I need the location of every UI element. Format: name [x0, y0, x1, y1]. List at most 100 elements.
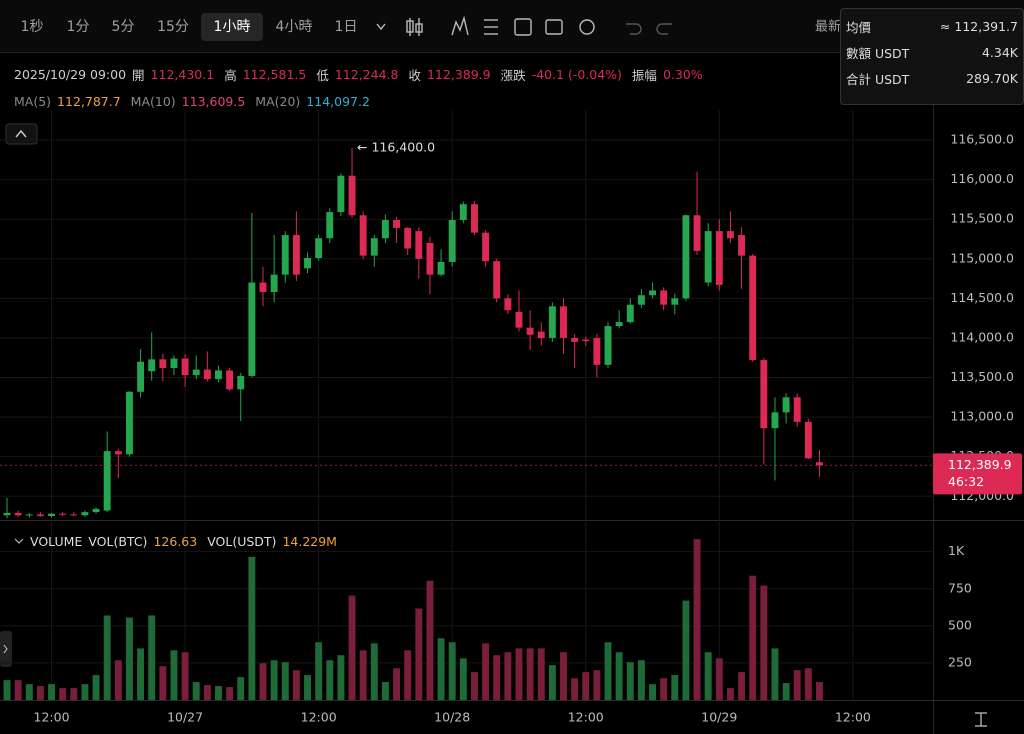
candle-body [760, 360, 768, 429]
indicator-icon[interactable] [451, 15, 469, 36]
volume-collapse[interactable] [14, 537, 24, 545]
volume-bar [415, 608, 423, 700]
interval-button[interactable]: 1日 [335, 19, 358, 35]
candle-body [504, 298, 512, 311]
settings-icon[interactable] [579, 19, 595, 35]
ma-value: 112,787.7 [57, 93, 121, 109]
candle-body [226, 370, 234, 390]
candle-type-icon[interactable] [406, 18, 423, 36]
tooltip-value: 289.70K [966, 70, 1018, 86]
volume-bar [771, 648, 779, 700]
candle-body [548, 306, 556, 338]
tooltip-value: 4.34K [981, 44, 1018, 60]
volume-bar [493, 655, 501, 700]
y-tick-label: 113,500.0 [950, 369, 1014, 384]
volume-bar [593, 670, 601, 700]
candle-body [148, 359, 156, 372]
info-label: 高 [224, 67, 237, 83]
candle-body [326, 212, 334, 239]
drawing-icon[interactable] [514, 18, 532, 36]
countdown-label: 46:32 [948, 474, 984, 489]
candle-body [560, 306, 567, 338]
volume-bar [3, 680, 11, 700]
candle-body [459, 204, 467, 221]
interval-button[interactable]: 1小時 [214, 19, 251, 35]
volume-bar [125, 617, 133, 700]
volume-bar [248, 556, 256, 700]
candle-body [137, 361, 145, 392]
volume-bar [326, 660, 334, 700]
y-tick-label: 114,000.0 [950, 329, 1014, 344]
volume-bar [471, 672, 478, 700]
candle-body [170, 358, 178, 369]
last-price-box [933, 453, 1022, 495]
interval-button[interactable]: 15分 [157, 19, 189, 35]
candle-body [615, 322, 623, 327]
volume-bar [281, 662, 289, 700]
volume-bar [404, 650, 412, 700]
candle-body [59, 513, 67, 515]
candle-body [626, 304, 634, 323]
candle-body [415, 231, 423, 259]
interval-dropdown[interactable] [376, 23, 386, 31]
volume-bar [615, 652, 623, 700]
volume-bar [148, 615, 156, 700]
volume-bar [292, 670, 300, 700]
settings-list-icon[interactable] [484, 19, 498, 35]
candle-body [738, 235, 746, 256]
candle-body [370, 238, 378, 256]
tooltip-label: 數額 USDT [846, 45, 910, 61]
volume-bar [215, 686, 222, 700]
side-tab[interactable] [0, 631, 12, 667]
volume-bar [192, 682, 200, 700]
x-tick-label: 12:00 [34, 710, 70, 725]
interval-button[interactable]: 4小時 [276, 19, 313, 35]
side-tab-icon [3, 644, 8, 654]
collapse-button[interactable] [5, 123, 38, 145]
volume-bar [170, 650, 178, 700]
volume-bar [337, 655, 345, 700]
candle-body [482, 232, 490, 262]
candle-body [192, 369, 200, 376]
volume-bar [81, 684, 89, 700]
undo-redo[interactable] [626, 23, 672, 35]
interval-button[interactable]: 1分 [67, 19, 90, 35]
volume-bar [804, 668, 812, 700]
candle-body [304, 258, 311, 269]
volume-bar [370, 643, 378, 700]
candle-body [515, 311, 523, 328]
candle-body [637, 295, 645, 305]
ma-label: MA(10) [130, 93, 176, 109]
volume-bar [448, 642, 456, 700]
y-tick-label: 116,500.0 [950, 132, 1014, 147]
interval-button[interactable]: 1秒 [21, 19, 44, 35]
interval-button[interactable]: 5分 [112, 19, 135, 35]
tooltip-row: 合計 USDT 289.70K [846, 65, 1018, 91]
legend-value: 126.63 [153, 533, 198, 549]
volume-bar [816, 682, 823, 700]
ohlc-info: 2025/10/29 09:00 開 112,430.1 高 112,581.5 低 112… [14, 66, 707, 83]
candle-body [259, 282, 267, 293]
template-icon[interactable] [545, 19, 563, 35]
candle-body [804, 421, 812, 459]
candle-body [582, 339, 590, 342]
candle-body [114, 451, 122, 455]
volume-bar [515, 648, 523, 700]
volume-bar [103, 615, 111, 700]
volume-bar [137, 648, 145, 700]
candle-body [36, 514, 44, 517]
volume-bar [59, 688, 67, 700]
ma-info: MA(5) 112,787.7 MA(10) 113,609.5 MA(20) 114,0… [14, 93, 374, 109]
candle-body [270, 274, 278, 293]
volume-bar [14, 680, 22, 700]
volume-bar [348, 595, 356, 700]
candle-body [237, 375, 245, 390]
y-tick-label: 750 [948, 580, 972, 595]
x-tick-label: 12:00 [301, 710, 337, 725]
volume-bar [560, 652, 567, 700]
volume-bar [682, 600, 690, 700]
axis-reset-icon[interactable] [975, 712, 987, 727]
volume-bar [571, 678, 579, 700]
x-tick-label: 12:00 [835, 710, 871, 725]
